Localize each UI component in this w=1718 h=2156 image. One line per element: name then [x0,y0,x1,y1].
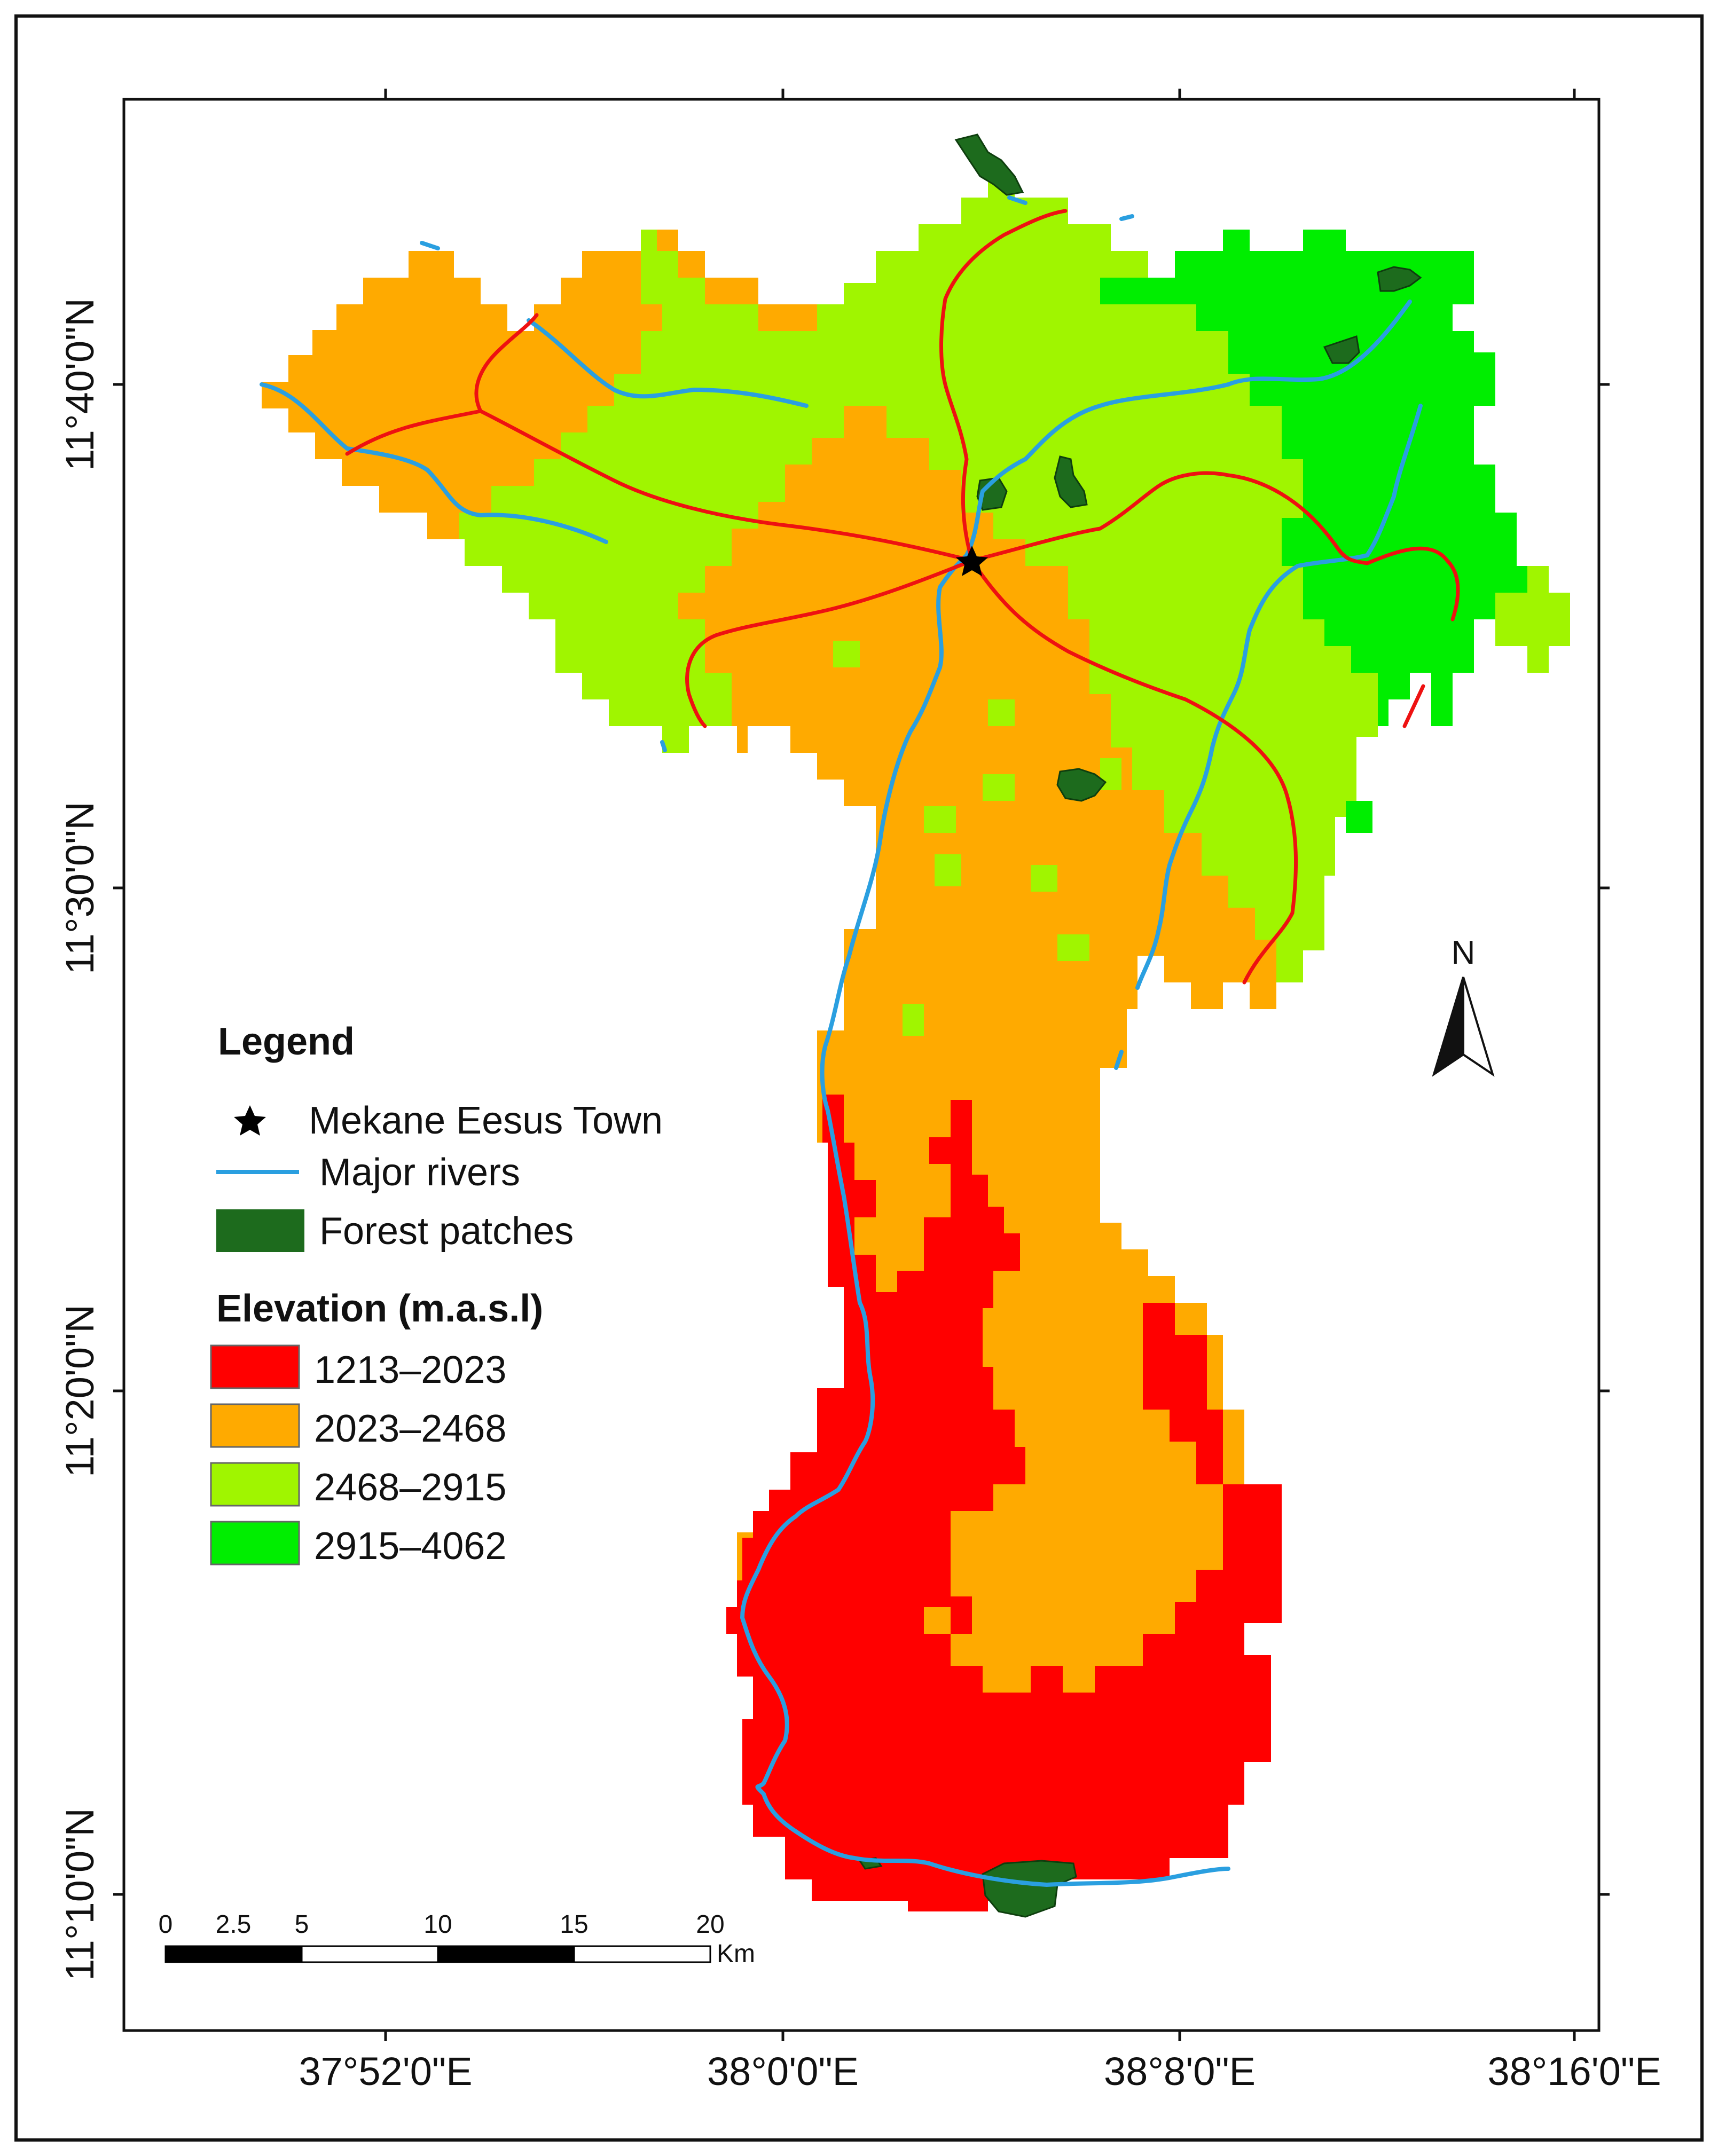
y-tick-label: 11°10'0"N [58,1808,102,1981]
scale-label: 0 [159,1910,173,1939]
x-axis-labels: 37°52'0"E 38°0'0"E 38°8'0"E 38°16'0"E [299,2049,1661,2094]
legend-swatch-elev-2 [210,1403,300,1448]
scale-unit: Km [717,1940,755,1968]
elevation-zone-2915-4062-island [1346,801,1372,833]
y-tick-label: 11°30'0"N [58,801,102,974]
road [970,471,1460,621]
roads [345,209,1460,985]
y-tick-label: 11°40'0"N [58,298,102,471]
forest-patch [1056,768,1107,802]
x-tick-label: 38°0'0"E [707,2049,859,2094]
elevation-legend-title: Elevation (m.a.s.l) [216,1287,543,1330]
scale-bar: 0 2.5 5 10 15 20 Km [159,1910,755,1968]
elevation-zone-2468-2915-islands [833,641,1121,1036]
y-tick-label: 11°20'0"N [58,1304,102,1477]
scale-label: 2.5 [216,1910,252,1939]
river [740,300,1412,1887]
river [1007,195,1027,205]
forest-patches [858,133,1422,1918]
river [1114,1050,1124,1070]
x-tick-label: 38°8'0"E [1104,2049,1256,2094]
road [685,558,974,728]
elevation-zone-1213-2023-patch [1143,1303,1223,1484]
forest-patch [1054,455,1088,508]
river [260,382,608,544]
legend-label-elev-3: 2468–2915 [314,1466,506,1509]
legend-label-forest: Forest patches [319,1210,574,1253]
north-arrow: N [1432,934,1495,1077]
elevation-zone-1213-2023 [726,1095,1282,1911]
y-axis-labels: 11°40'0"N 11°30'0"N 11°20'0"N 11°10'0"N [58,298,102,1981]
road [970,558,1298,985]
x-tick-label: 37°52'0"E [299,2049,472,2094]
legend-label-elev-4: 2915–4062 [314,1525,506,1568]
forest-patch [954,133,1024,196]
legend-label-rivers: Major rivers [319,1151,520,1194]
road [345,409,483,456]
elevation-zone-2468-2915 [459,176,1399,982]
elevation-zones [262,176,1570,1911]
river [420,241,440,250]
legend-swatch-elev-3 [210,1462,300,1507]
elevation-zone-2915-4062 [1100,230,1527,726]
scale-label: 5 [295,1910,309,1939]
legend-label-elev-1: 1213–2023 [314,1349,506,1391]
legend-forest-swatch [216,1209,304,1252]
mekane-eesus-town-star-icon [956,546,988,576]
road [474,313,539,413]
scale-label: 15 [560,1910,588,1939]
scale-label: 20 [696,1910,724,1939]
legend: Legend Mekane Eesus Town Major rivers Fo… [210,1020,663,1568]
road [478,409,974,563]
elevation-zone-2468-2915-east [1495,566,1570,673]
legend-label-elev-2: 2023–2468 [314,1407,506,1450]
x-tick-label: 38°16'0"E [1487,2049,1661,2094]
legend-swatch-elev-1 [210,1344,300,1389]
road [1402,684,1425,728]
forest-patch [1377,266,1422,292]
north-arrow-label: N [1452,934,1476,971]
legend-label-town: Mekane Eesus Town [309,1099,663,1142]
scale-label: 10 [423,1910,452,1939]
major-rivers [260,195,1423,1887]
road [939,209,1068,563]
river [1135,404,1423,990]
river [1119,214,1134,221]
legend-star-icon [234,1105,266,1136]
tick-marks [113,89,1610,2041]
forest-patch [1323,335,1360,364]
elevation-zone-2023-2468-islands [951,1511,1063,1628]
legend-title: Legend [218,1020,355,1063]
legend-swatch-elev-4 [210,1521,300,1565]
river [527,318,809,408]
river [660,740,667,752]
